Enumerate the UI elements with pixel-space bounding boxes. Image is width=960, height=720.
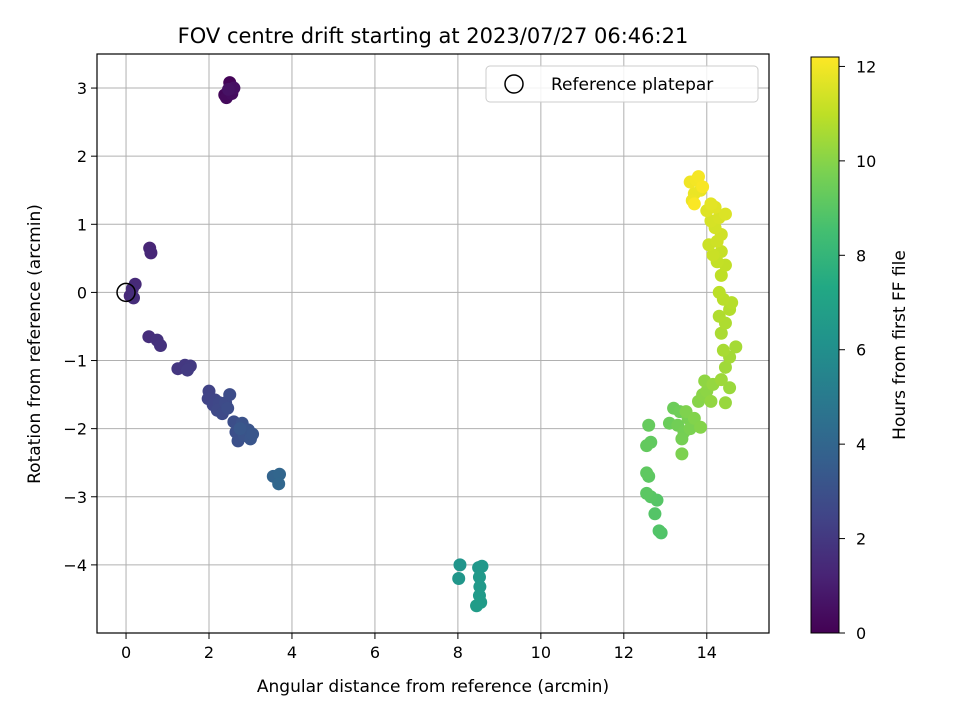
- scatter-point: [718, 396, 732, 410]
- y-tick-label: 1: [77, 215, 87, 234]
- scatter-point: [675, 432, 689, 446]
- scatter-point: [640, 486, 654, 500]
- legend-open-circle-icon: [504, 74, 524, 94]
- x-tick-label: 6: [370, 643, 380, 662]
- colorbar-tick-label: 10: [856, 152, 876, 171]
- scatter-point: [675, 447, 689, 461]
- scatter-point: [472, 570, 486, 584]
- x-tick-label: 14: [697, 643, 717, 662]
- scatter-point: [246, 427, 260, 441]
- scatter-point: [180, 363, 194, 377]
- scatter-point: [233, 422, 247, 436]
- colorbar-tick-label: 2: [856, 530, 866, 549]
- scatter-point: [718, 207, 732, 221]
- colorbar-ticks: 0 2 4 6 8 10 12: [839, 57, 876, 643]
- colorbar-tick-label: 12: [856, 57, 876, 76]
- scatter-point: [716, 343, 730, 357]
- scatter-point: [714, 326, 728, 340]
- y-axis-label: Rotation from reference (arcmin): [25, 204, 45, 484]
- scatter-point: [696, 180, 710, 194]
- data-points: [123, 76, 743, 613]
- scatter-point: [729, 340, 743, 354]
- scatter-point: [712, 309, 726, 323]
- x-tick-label: 12: [614, 643, 634, 662]
- colorbar-gradient: [810, 56, 840, 634]
- scatter-point: [153, 339, 167, 353]
- y-tick-label: 2: [77, 147, 87, 166]
- scatter-point: [452, 572, 466, 586]
- scatter-point: [223, 388, 237, 402]
- x-tick-label: 2: [204, 643, 214, 662]
- y-tick-label: −4: [63, 556, 87, 575]
- scatter-point: [718, 360, 732, 374]
- legend-box: [485, 65, 759, 103]
- colorbar: 0 2 4 6 8 10 12 Hours from first FF file: [810, 56, 910, 643]
- scatter-point: [704, 394, 718, 408]
- x-tick-label: 0: [121, 643, 131, 662]
- x-tick-label: 10: [531, 643, 551, 662]
- y-tick-label: 0: [77, 283, 87, 302]
- scatter-point: [652, 524, 666, 538]
- colorbar-tick-label: 8: [856, 246, 866, 265]
- scatter-point: [723, 381, 737, 395]
- y-tick-label: −3: [63, 488, 87, 507]
- legend-label: Reference platepar: [551, 75, 713, 95]
- reference-marker-group: [116, 282, 136, 303]
- scatter-point: [712, 285, 726, 299]
- x-axis-ticks: 0 2 4 6 8 10 12 14: [121, 633, 717, 662]
- scatter-point: [640, 466, 654, 480]
- scatter-point: [272, 477, 286, 491]
- scatter-point: [642, 418, 656, 432]
- reference-platepar-marker: [116, 282, 136, 303]
- x-axis-label: Angular distance from reference (arcmin): [257, 677, 609, 697]
- x-tick-label: 4: [287, 643, 297, 662]
- scatter-point: [475, 559, 489, 573]
- scatter-point: [687, 197, 701, 211]
- scatter-point: [221, 401, 235, 415]
- scatter-point: [714, 268, 728, 282]
- scatter-point: [683, 422, 697, 436]
- scatter-point: [691, 170, 705, 184]
- colorbar-tick-label: 4: [856, 435, 866, 454]
- scatter-point: [648, 507, 662, 521]
- y-tick-label: −1: [63, 352, 87, 371]
- colorbar-tick-label: 6: [856, 341, 866, 360]
- colorbar-tick-label: 0: [856, 624, 866, 643]
- grid-lines: [97, 54, 769, 633]
- scatter-point: [640, 439, 654, 453]
- scatter-point: [470, 599, 484, 613]
- scatter-point: [453, 558, 467, 572]
- scatter-point: [273, 467, 287, 481]
- scatter-point: [704, 197, 718, 211]
- scatter-point: [706, 248, 720, 262]
- y-axis-ticks: −4 −3 −2 −1 0 1 2 3: [63, 79, 97, 575]
- y-tick-label: 3: [77, 79, 87, 98]
- scatter-point: [221, 82, 235, 96]
- colorbar-label: Hours from first FF file: [890, 250, 910, 440]
- scatter-point: [714, 373, 728, 387]
- plot-frame: [96, 53, 770, 634]
- chart-title: FOV centre drift starting at 2023/07/27 …: [178, 24, 689, 48]
- scatter-point: [144, 246, 158, 260]
- scatter-point: [694, 420, 708, 434]
- y-tick-label: −2: [63, 420, 87, 439]
- legend: Reference platepar: [485, 65, 759, 103]
- x-tick-label: 8: [453, 643, 463, 662]
